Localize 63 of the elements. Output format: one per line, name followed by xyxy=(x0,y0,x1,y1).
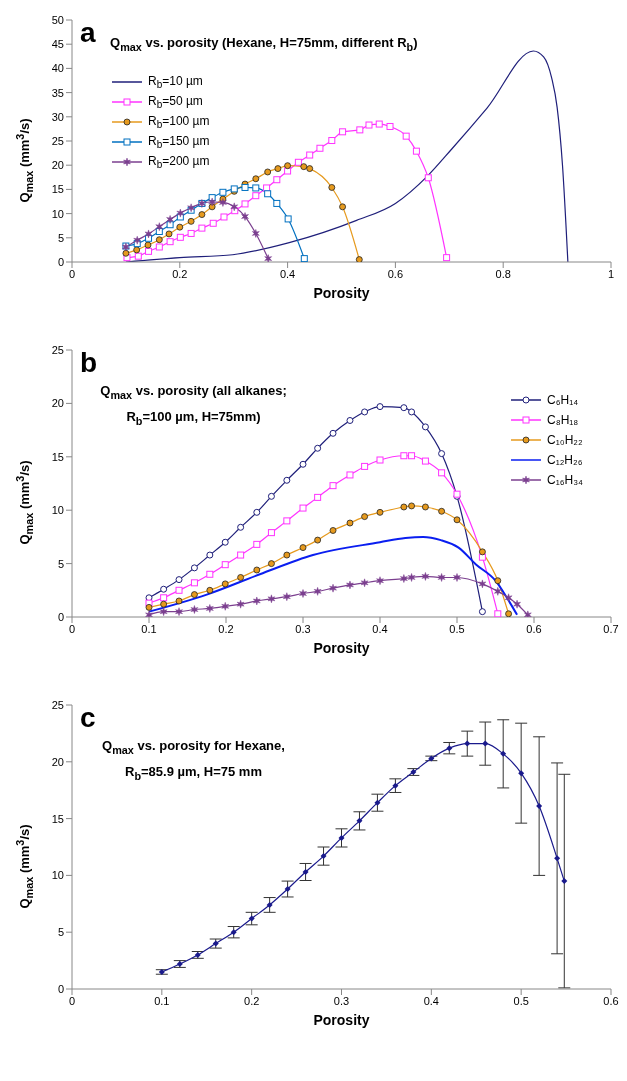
y-tick-label: 10 xyxy=(51,504,64,517)
legend-label: C₆H₁₄ xyxy=(547,393,579,407)
x-axis-title: Porosity xyxy=(313,285,370,301)
y-tick-label: 25 xyxy=(51,343,64,356)
x-tick-label: 0.3 xyxy=(295,622,311,635)
x-tick-label: 0 xyxy=(68,267,76,280)
x-tick-label: 0.8 xyxy=(495,267,511,280)
x-axis-title: Porosity xyxy=(313,1012,370,1028)
x-tick-label: 1 xyxy=(607,267,615,280)
y-tick-label: 0 xyxy=(57,255,64,268)
y-tick-label: 0 xyxy=(57,610,64,623)
y-tick-label: 50 xyxy=(51,13,64,26)
legend-label: C₁₆H₃₄ xyxy=(547,473,584,487)
legend-label: R$_{b}$=200 µm xyxy=(148,153,210,171)
legend-label: C₁₀H₂₂ xyxy=(547,433,583,447)
x-tick-label: 0.2 xyxy=(244,994,260,1007)
legend-label: C₁₂H₂₆ xyxy=(547,453,583,467)
y-tick-label: 0 xyxy=(57,982,64,995)
y-tick-label: 5 xyxy=(57,231,64,244)
x-tick-label: 0.5 xyxy=(513,994,529,1007)
y-tick-label: 20 xyxy=(51,755,64,768)
legend-label: C₈H₁₈ xyxy=(547,413,579,427)
legend-label: R$_{b}$=10 µm xyxy=(148,73,203,91)
x-tick-label: 0.6 xyxy=(603,994,619,1007)
x-tick-label: 0.5 xyxy=(449,622,465,635)
x-tick-label: 0.3 xyxy=(333,994,350,1007)
x-tick-label: 0.4 xyxy=(423,994,439,1007)
x-tick-label: 0.4 xyxy=(279,267,296,280)
x-tick-label: 0.4 xyxy=(372,622,388,635)
x-tick-label: 0 xyxy=(68,994,76,1007)
y-tick-label: 20 xyxy=(51,159,64,172)
y-tick-label: 5 xyxy=(57,926,64,939)
y-tick-label: 10 xyxy=(51,869,64,882)
y-tick-label: 15 xyxy=(51,183,64,196)
x-tick-label: 0.2 xyxy=(218,622,234,635)
annotation: b xyxy=(80,347,98,378)
y-tick-label: 20 xyxy=(51,397,64,410)
y-tick-label: 30 xyxy=(51,110,64,123)
y-tick-label: 5 xyxy=(57,557,64,570)
annotation: c xyxy=(80,702,96,733)
x-tick-label: 0 xyxy=(68,622,76,635)
legend-label: R$_{b}$=150 µm xyxy=(148,133,210,151)
x-tick-label: 0.7 xyxy=(603,622,619,635)
x-tick-label: 0.2 xyxy=(172,267,188,280)
x-tick-label: 0.1 xyxy=(141,622,157,635)
y-tick-label: 15 xyxy=(51,450,64,463)
x-tick-label: 0.6 xyxy=(387,267,404,280)
legend-label: R$_{b}$=100 µm xyxy=(148,113,210,131)
x-tick-label: 0.6 xyxy=(526,622,542,635)
text: Q$_{max}$ vs. porosity (Hexane, H=75mm, different R$_{b}$) xyxy=(110,35,418,53)
y-tick-label: 10 xyxy=(51,207,64,220)
x-tick-label: 0.1 xyxy=(154,994,170,1007)
text: Q$_{max}$ vs. porosity for Hexane, R$_{b}$=85.9 µm, H=75 mm xyxy=(102,738,285,782)
x-axis-title: Porosity xyxy=(313,640,370,656)
legend-label: R$_{b}$=50 µm xyxy=(148,93,203,111)
y-tick-label: 40 xyxy=(51,62,64,75)
y-tick-label: 35 xyxy=(51,86,64,99)
y-tick-label: 45 xyxy=(51,38,64,51)
y-tick-label: 15 xyxy=(51,812,64,825)
y-tick-label: 25 xyxy=(51,134,64,147)
text: Q$_{max}$ vs. porosity (all alkanes; R$_{b}$=100 µm, H=75mm) xyxy=(100,383,287,427)
annotation: a xyxy=(80,17,96,48)
y-tick-label: 25 xyxy=(51,698,64,711)
